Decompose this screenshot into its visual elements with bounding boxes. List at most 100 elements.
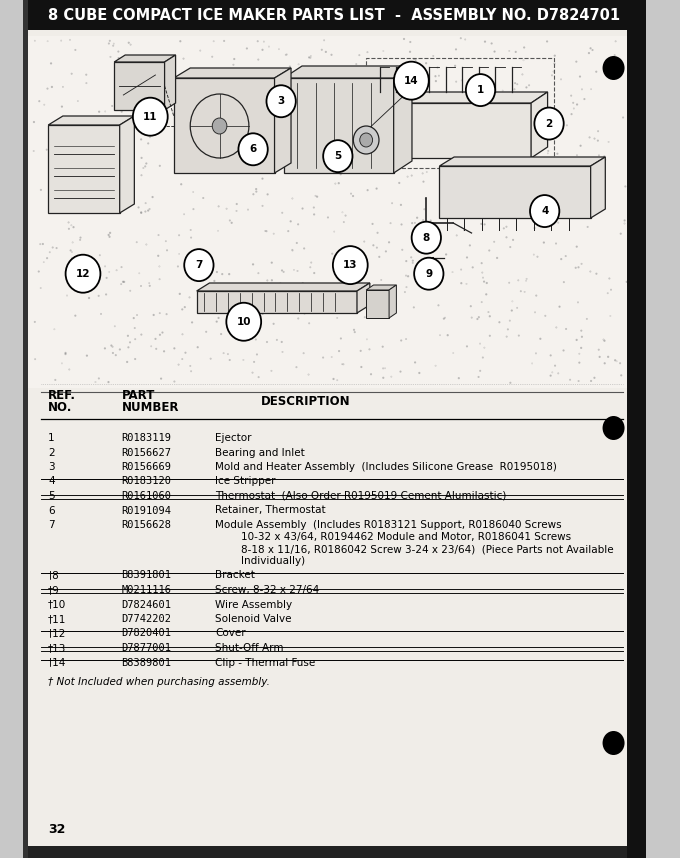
Point (606, 283, 617, 297)
Point (186, 141, 197, 154)
Point (107, 39, 118, 52)
Point (50, 204, 61, 218)
Point (497, 84, 508, 98)
Point (575, 139, 586, 153)
Point (258, 34, 269, 48)
Point (407, 216, 418, 230)
Point (571, 333, 582, 347)
Point (297, 122, 308, 136)
Point (381, 305, 392, 318)
Point (291, 236, 302, 250)
Polygon shape (114, 62, 165, 110)
Point (510, 45, 521, 58)
Point (143, 276, 154, 290)
Point (335, 167, 346, 181)
Point (48, 144, 58, 158)
Point (553, 366, 564, 380)
Point (249, 355, 260, 369)
Point (316, 43, 327, 57)
Point (352, 103, 362, 117)
Text: †11: †11 (48, 614, 67, 624)
Point (401, 136, 412, 149)
Point (141, 66, 152, 80)
Point (549, 359, 560, 372)
Point (198, 191, 209, 205)
Point (408, 76, 419, 90)
Point (63, 215, 74, 229)
Point (207, 50, 218, 63)
Point (549, 57, 560, 70)
Point (248, 257, 258, 271)
Point (568, 101, 579, 115)
Point (383, 306, 394, 320)
Point (351, 57, 362, 71)
Point (30, 353, 41, 366)
Point (504, 168, 515, 182)
Circle shape (354, 126, 379, 154)
Point (394, 176, 405, 190)
Point (96, 307, 107, 321)
Point (600, 153, 611, 166)
Point (71, 130, 82, 143)
Point (154, 272, 165, 286)
Point (103, 375, 114, 389)
Point (347, 189, 358, 202)
Point (352, 261, 363, 275)
Point (278, 265, 289, 279)
Point (146, 97, 157, 111)
Point (489, 45, 500, 58)
Point (433, 299, 444, 312)
Point (353, 274, 364, 287)
Point (63, 222, 74, 236)
Point (250, 333, 261, 347)
Point (292, 217, 303, 231)
Point (603, 135, 614, 148)
Point (104, 230, 115, 244)
Circle shape (411, 221, 441, 254)
Point (547, 69, 558, 82)
Point (122, 355, 133, 369)
Point (133, 76, 144, 90)
Point (483, 182, 494, 196)
Point (41, 251, 52, 265)
Point (131, 235, 142, 249)
Point (136, 328, 147, 341)
Point (291, 360, 302, 374)
Point (492, 251, 503, 265)
Point (214, 200, 224, 214)
Point (271, 333, 282, 347)
Point (283, 224, 294, 238)
Point (539, 139, 549, 153)
Point (94, 105, 105, 118)
Point (513, 167, 524, 181)
Point (426, 261, 437, 275)
Text: B8389801: B8389801 (122, 657, 171, 668)
Point (577, 82, 588, 96)
Point (253, 266, 264, 280)
Point (93, 289, 104, 303)
Point (66, 219, 77, 233)
Point (473, 149, 484, 163)
Point (185, 95, 196, 109)
Point (473, 370, 484, 384)
Point (81, 76, 92, 90)
Text: Clip - Thermal Fuse: Clip - Thermal Fuse (215, 657, 316, 668)
Point (464, 89, 475, 103)
Polygon shape (114, 55, 175, 62)
Point (581, 312, 592, 326)
Point (123, 36, 134, 50)
Point (177, 328, 188, 341)
Point (524, 78, 534, 92)
Point (542, 34, 553, 48)
Point (377, 340, 388, 353)
Point (205, 112, 216, 125)
Point (505, 191, 516, 205)
Point (486, 149, 496, 163)
Point (468, 166, 479, 179)
Point (319, 33, 330, 47)
Point (369, 285, 379, 299)
Point (575, 69, 585, 83)
Point (173, 260, 184, 274)
Point (326, 350, 337, 364)
Point (280, 48, 291, 62)
